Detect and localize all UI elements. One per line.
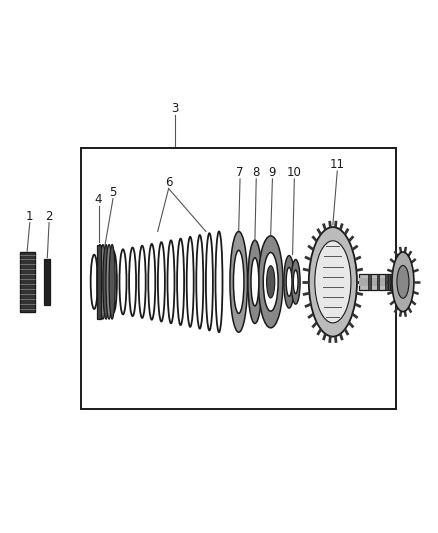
Ellipse shape <box>109 245 115 319</box>
Ellipse shape <box>315 241 351 323</box>
Ellipse shape <box>177 239 184 325</box>
Ellipse shape <box>258 236 283 328</box>
Ellipse shape <box>106 245 112 319</box>
Text: 5: 5 <box>110 185 117 199</box>
Ellipse shape <box>293 270 298 294</box>
Text: 8: 8 <box>253 166 260 179</box>
Bar <box>97 245 101 319</box>
Ellipse shape <box>215 231 223 332</box>
Bar <box>385 274 388 290</box>
Ellipse shape <box>291 260 300 304</box>
Ellipse shape <box>230 231 247 332</box>
Bar <box>368 274 371 290</box>
Bar <box>390 274 392 290</box>
Ellipse shape <box>91 255 98 309</box>
Text: 7: 7 <box>236 166 244 179</box>
Text: 2: 2 <box>45 209 53 223</box>
Ellipse shape <box>100 253 107 311</box>
Text: 6: 6 <box>165 175 173 189</box>
Ellipse shape <box>196 235 203 329</box>
Ellipse shape <box>100 245 106 319</box>
Ellipse shape <box>392 252 414 312</box>
Bar <box>377 274 379 290</box>
Ellipse shape <box>233 251 244 313</box>
Ellipse shape <box>103 245 109 319</box>
Bar <box>359 278 388 286</box>
Bar <box>20 252 35 312</box>
Bar <box>359 274 396 290</box>
Ellipse shape <box>267 265 275 298</box>
Ellipse shape <box>309 227 357 336</box>
Ellipse shape <box>148 244 155 320</box>
Text: 9: 9 <box>268 166 276 179</box>
Ellipse shape <box>167 240 174 324</box>
Ellipse shape <box>129 247 136 316</box>
Ellipse shape <box>187 237 194 327</box>
Bar <box>81 148 396 409</box>
Ellipse shape <box>97 245 103 319</box>
Ellipse shape <box>397 265 409 298</box>
Ellipse shape <box>248 240 262 324</box>
Text: 3: 3 <box>172 102 179 115</box>
Ellipse shape <box>158 242 165 321</box>
Ellipse shape <box>286 268 292 296</box>
Text: 1: 1 <box>26 209 34 223</box>
Text: 10: 10 <box>287 166 302 179</box>
Text: 11: 11 <box>330 158 345 171</box>
Ellipse shape <box>139 246 146 318</box>
Ellipse shape <box>120 249 127 314</box>
Ellipse shape <box>284 255 294 308</box>
Bar <box>44 259 50 304</box>
Ellipse shape <box>206 233 213 330</box>
Ellipse shape <box>110 251 117 312</box>
Ellipse shape <box>263 253 278 311</box>
Ellipse shape <box>251 258 259 306</box>
Bar <box>388 274 390 290</box>
Text: 4: 4 <box>95 193 102 206</box>
